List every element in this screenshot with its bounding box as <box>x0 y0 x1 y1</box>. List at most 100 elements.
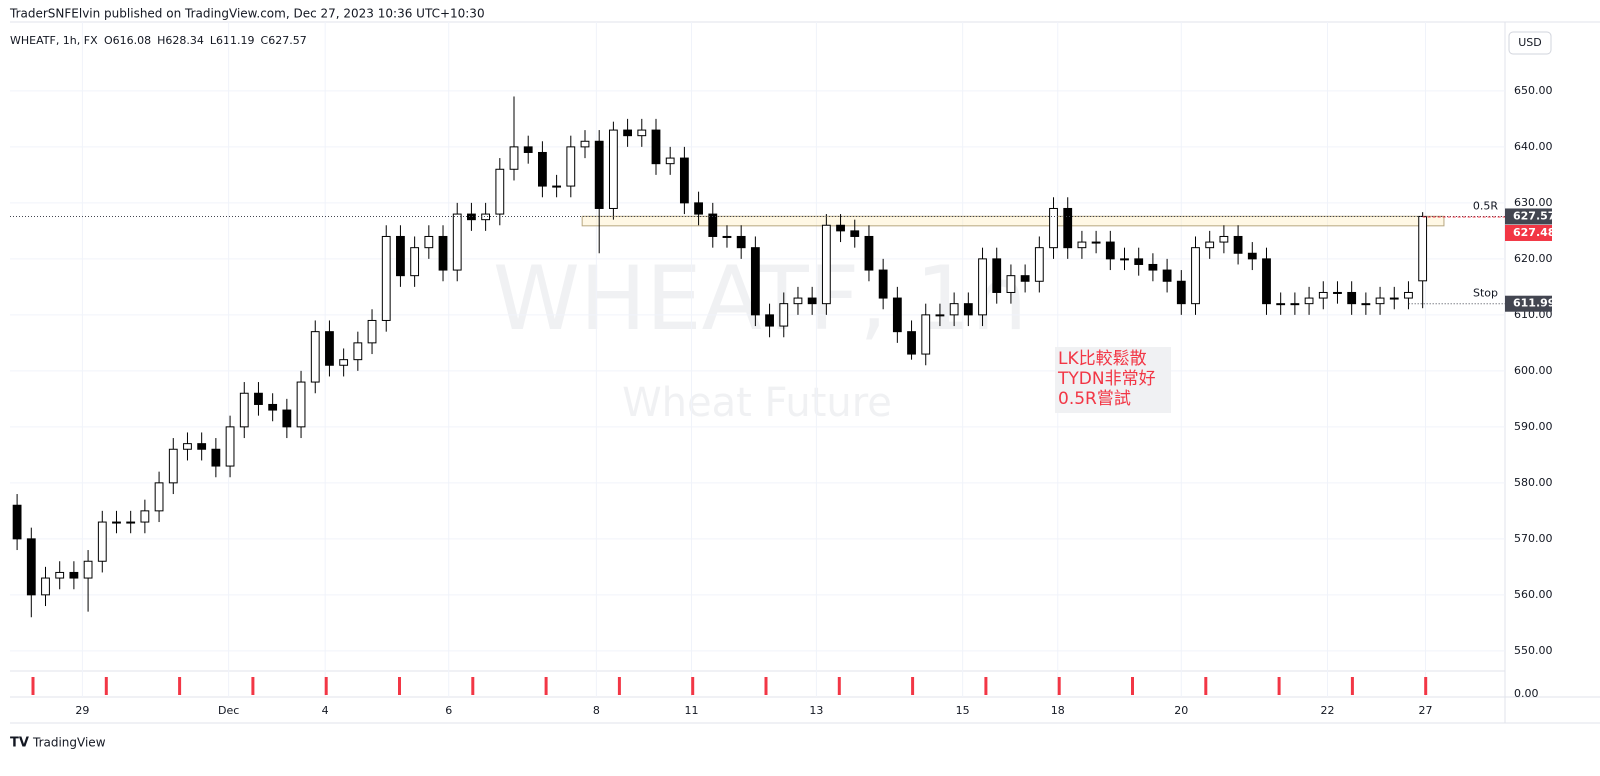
x-tick-label: 13 <box>809 704 823 717</box>
candle-body <box>892 297 902 333</box>
candle-body <box>211 448 221 467</box>
candle-body <box>1006 275 1016 293</box>
candle-body <box>538 151 547 187</box>
candle-body <box>1247 252 1257 260</box>
candle-body <box>679 157 689 204</box>
y-tick-label: 590.00 <box>1514 420 1553 433</box>
candle-body <box>97 521 107 562</box>
logo-mark: 𝗧𝗩 <box>10 736 29 751</box>
candle-body <box>523 146 533 153</box>
candle-body <box>310 331 320 383</box>
candle-body <box>1233 235 1243 254</box>
ohlc-value: O616.08 <box>104 34 151 47</box>
candle-body <box>197 443 207 450</box>
candle-body <box>26 538 36 596</box>
candle-body <box>1162 269 1172 282</box>
candle-body <box>1148 263 1158 271</box>
candle-body <box>396 235 405 277</box>
candle-body <box>1205 241 1215 249</box>
candle-body <box>1191 247 1200 305</box>
candle-body <box>353 342 363 361</box>
y-tick-label: 600.00 <box>1514 364 1553 377</box>
candle-body <box>41 577 50 596</box>
candle-body <box>793 297 803 305</box>
candle-body <box>438 235 448 271</box>
candle-body <box>992 258 1002 293</box>
volume-tick-label: 0.00 <box>1514 687 1539 700</box>
candle-body <box>963 303 973 316</box>
price-tag <box>1505 224 1552 241</box>
candle-body <box>495 168 505 215</box>
candle-body <box>637 129 647 137</box>
candle-body <box>452 213 462 271</box>
candle-body <box>69 571 79 579</box>
candle-body <box>1361 303 1371 306</box>
level-name: 0.5R <box>1473 199 1498 212</box>
price-tag-label: 611.99 <box>1513 297 1555 310</box>
x-tick-label: 18 <box>1051 704 1065 717</box>
candle-body <box>55 571 65 579</box>
candle-body <box>1375 297 1385 305</box>
footer-logo: 𝗧𝗩 TradingView <box>10 736 106 751</box>
annotation-box <box>1055 347 1171 413</box>
candle-body <box>1134 258 1144 265</box>
candle-body <box>1091 241 1101 244</box>
y-tick-label: 620.00 <box>1514 252 1553 265</box>
candle-body <box>1262 258 1271 305</box>
candle-body <box>168 448 178 484</box>
candle-body <box>112 521 121 524</box>
candle-body <box>1034 247 1044 282</box>
candle-body <box>268 403 278 411</box>
candle-body <box>807 297 817 305</box>
candle-body <box>12 504 22 540</box>
candle-body <box>1219 235 1229 243</box>
candle-body <box>722 235 732 238</box>
candle-body <box>708 213 718 237</box>
candle-body <box>424 235 434 249</box>
candle-body <box>594 140 604 209</box>
candle-body <box>552 185 562 188</box>
candle-body <box>296 381 306 428</box>
annotation-text: 0.5R嘗試 <box>1058 389 1131 409</box>
candle-body <box>367 319 377 344</box>
candle-body <box>850 230 860 237</box>
candle-body <box>126 521 136 524</box>
footer-text: TradingView <box>32 736 106 750</box>
x-tick-label: 11 <box>684 704 698 717</box>
candle-body <box>1077 241 1087 249</box>
candle-body <box>921 314 931 355</box>
y-tick-label: 570.00 <box>1514 532 1553 545</box>
ohlc-value: H628.34 <box>157 34 204 47</box>
y-tick-label: 550.00 <box>1514 644 1553 657</box>
candle-body <box>694 202 703 215</box>
candle-body <box>481 213 491 221</box>
x-tick-label: 27 <box>1418 704 1432 717</box>
candle-body <box>1389 297 1399 300</box>
candle-body <box>1404 291 1413 299</box>
candle-body <box>623 129 632 137</box>
y-tick-label: 630.00 <box>1514 196 1553 209</box>
candle-body <box>1290 303 1300 306</box>
candle-body <box>1347 291 1357 305</box>
candle-body <box>381 235 391 321</box>
candle-body <box>225 426 235 467</box>
candle-body <box>580 140 590 148</box>
x-tick-label: 20 <box>1174 704 1188 717</box>
candle-body <box>1063 207 1073 249</box>
x-tick-label: Dec <box>218 704 239 717</box>
watermark-subtitle: Wheat Future <box>622 380 892 426</box>
candle-body <box>864 235 874 271</box>
currency-button[interactable] <box>1508 31 1552 55</box>
price-tag <box>1505 295 1552 312</box>
candle-body <box>1276 303 1286 306</box>
ohlc-value: C627.57 <box>261 34 307 47</box>
candle-body <box>878 269 888 299</box>
x-tick-label: 29 <box>75 704 89 717</box>
candle-body <box>83 560 93 579</box>
annotation-text: TYDN非常好 <box>1057 369 1156 389</box>
y-tick-label: 640.00 <box>1514 140 1553 153</box>
candle-body <box>1120 258 1129 261</box>
candle-body <box>1318 291 1328 299</box>
